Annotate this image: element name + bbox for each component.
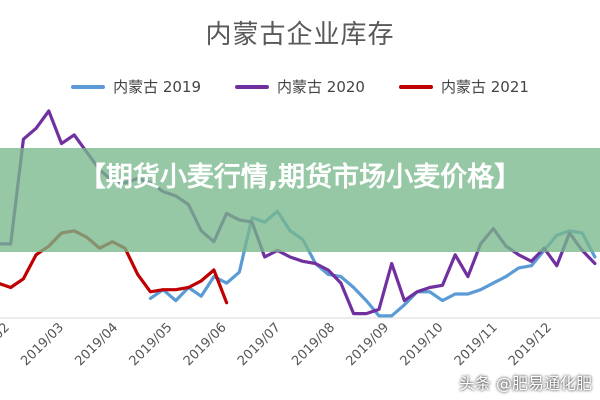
legend-swatch-2021 <box>398 84 433 89</box>
x-tick-label: 2019/10 <box>398 320 447 369</box>
legend-label-2019: 内蒙古 2019 <box>113 78 202 96</box>
x-tick-label: 2019/07 <box>235 320 284 369</box>
watermark-text: 头条 @肥易通化肥 <box>458 374 592 393</box>
x-tick-layer: 2019/02 2019/03 2019/04 2019/05 2019/06 2019/… <box>0 320 555 369</box>
series-line-0 <box>148 209 597 318</box>
x-tick-label: 2019/03 <box>18 320 67 369</box>
x-tick-label: 2019/08 <box>289 320 338 369</box>
legend-item-2019: 内蒙古 2019 <box>71 76 201 97</box>
legend-swatch-2019 <box>71 84 106 89</box>
x-tick-label: 2019/02 <box>0 320 13 369</box>
x-tick-label: 2019/06 <box>181 320 230 369</box>
x-tick-label: 2019/05 <box>127 320 176 369</box>
overlay-banner <box>0 148 600 252</box>
legend-swatch-2020 <box>235 84 270 89</box>
x-tick-label: 2019/12 <box>506 320 555 369</box>
legend-label-2020: 内蒙古 2020 <box>277 78 365 96</box>
legend-item-2021: 内蒙古 2021 <box>398 76 529 97</box>
x-tick-label: 2019/04 <box>72 320 121 369</box>
legend-label-2021: 内蒙古 2021 <box>440 78 529 96</box>
overlay-banner-text: 【期货小麦行情,期货市场小麦价格】 <box>78 162 522 193</box>
x-tick-label: 2019/11 <box>452 320 501 369</box>
legend-item-2020: 内蒙古 2020 <box>235 76 365 97</box>
chart-legend: 内蒙古 2019 内蒙古 2020 内蒙古 2021 <box>0 76 600 97</box>
chart-title: 内蒙古企业库存 <box>205 20 395 50</box>
x-tick-label: 2019/09 <box>343 320 392 369</box>
